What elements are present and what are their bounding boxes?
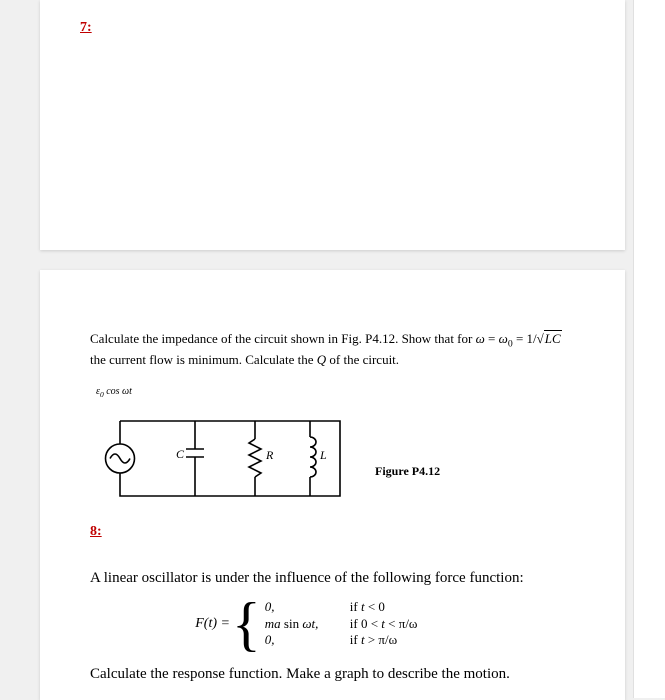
left-brace: { bbox=[232, 599, 261, 650]
problem-statement: Calculate the impedance of the circuit s… bbox=[90, 330, 575, 368]
src-post: cos ωt bbox=[104, 386, 132, 397]
circuit-left: ε0 cos ωt bbox=[90, 386, 355, 516]
omega-sym: ω bbox=[476, 331, 485, 346]
eq-lhs: F(t) = bbox=[195, 616, 230, 632]
page-top-panel: 7: bbox=[40, 0, 625, 250]
q-symbol: Q bbox=[317, 352, 326, 367]
pw3-rel: > π/ω bbox=[365, 632, 398, 647]
problem-suffix: the current flow is minimum. Calculate t… bbox=[90, 352, 317, 367]
omega0-sym: ω bbox=[499, 331, 508, 346]
sqrt-sym: √ bbox=[537, 331, 544, 346]
res-label: R bbox=[265, 448, 274, 462]
circuit-diagram: C R L bbox=[90, 401, 355, 511]
pw2-sin: sin bbox=[281, 616, 303, 631]
pw1-cond: if t < 0 bbox=[350, 599, 470, 616]
pw3-cond: if t > π/ω bbox=[350, 632, 470, 649]
pw2-pre: if 0 < bbox=[350, 616, 382, 631]
pw2-cond: if 0 < t < π/ω bbox=[350, 616, 470, 633]
pw-row-1: 0, if t < 0 bbox=[265, 599, 470, 616]
piecewise-equation: F(t) = { 0, if t < 0 ma sin ωt, if 0 < t… bbox=[195, 599, 470, 650]
pw3-val: 0, bbox=[265, 632, 350, 649]
pw3-pre: if bbox=[350, 632, 361, 647]
pw2-val: ma sin ωt, bbox=[265, 616, 350, 633]
pw-row-3: 0, if t > π/ω bbox=[265, 632, 470, 649]
circuit-region: ε0 cos ωt bbox=[90, 386, 575, 516]
q8-intro: A linear oscillator is under the influen… bbox=[90, 568, 575, 588]
piecewise-body: 0, if t < 0 ma sin ωt, if 0 < t < π/ω 0,… bbox=[265, 599, 470, 650]
page-bottom-panel: Calculate the impedance of the circuit s… bbox=[40, 270, 625, 700]
pw2-wt: ωt, bbox=[302, 616, 318, 631]
pw2-ma: ma bbox=[265, 616, 281, 631]
cap-label: C bbox=[176, 447, 185, 461]
problem-end: of the circuit. bbox=[326, 352, 399, 367]
figure-label: Figure P4.12 bbox=[375, 464, 440, 479]
q8-closing: Calculate the response function. Make a … bbox=[90, 664, 575, 684]
pw1-pre: if bbox=[350, 599, 361, 614]
sqrt-arg: LC bbox=[544, 330, 562, 346]
eq1: = bbox=[485, 331, 499, 346]
source-label: ε0 cos ωt bbox=[96, 386, 355, 399]
pw2-rel: < π/ω bbox=[385, 616, 418, 631]
pw1-rel: < 0 bbox=[365, 599, 385, 614]
one-over: = 1/ bbox=[513, 331, 537, 346]
right-sidebar bbox=[633, 0, 665, 698]
pw-row-2: ma sin ωt, if 0 < t < π/ω bbox=[265, 616, 470, 633]
ind-label: L bbox=[319, 448, 327, 462]
problem-prefix: Calculate the impedance of the circuit s… bbox=[90, 331, 476, 346]
question-7-label: 7: bbox=[80, 20, 92, 35]
question-8-section: 8: A linear oscillator is under the infl… bbox=[90, 522, 575, 684]
pw1-val: 0, bbox=[265, 599, 350, 616]
question-8-label: 8: bbox=[90, 524, 102, 539]
